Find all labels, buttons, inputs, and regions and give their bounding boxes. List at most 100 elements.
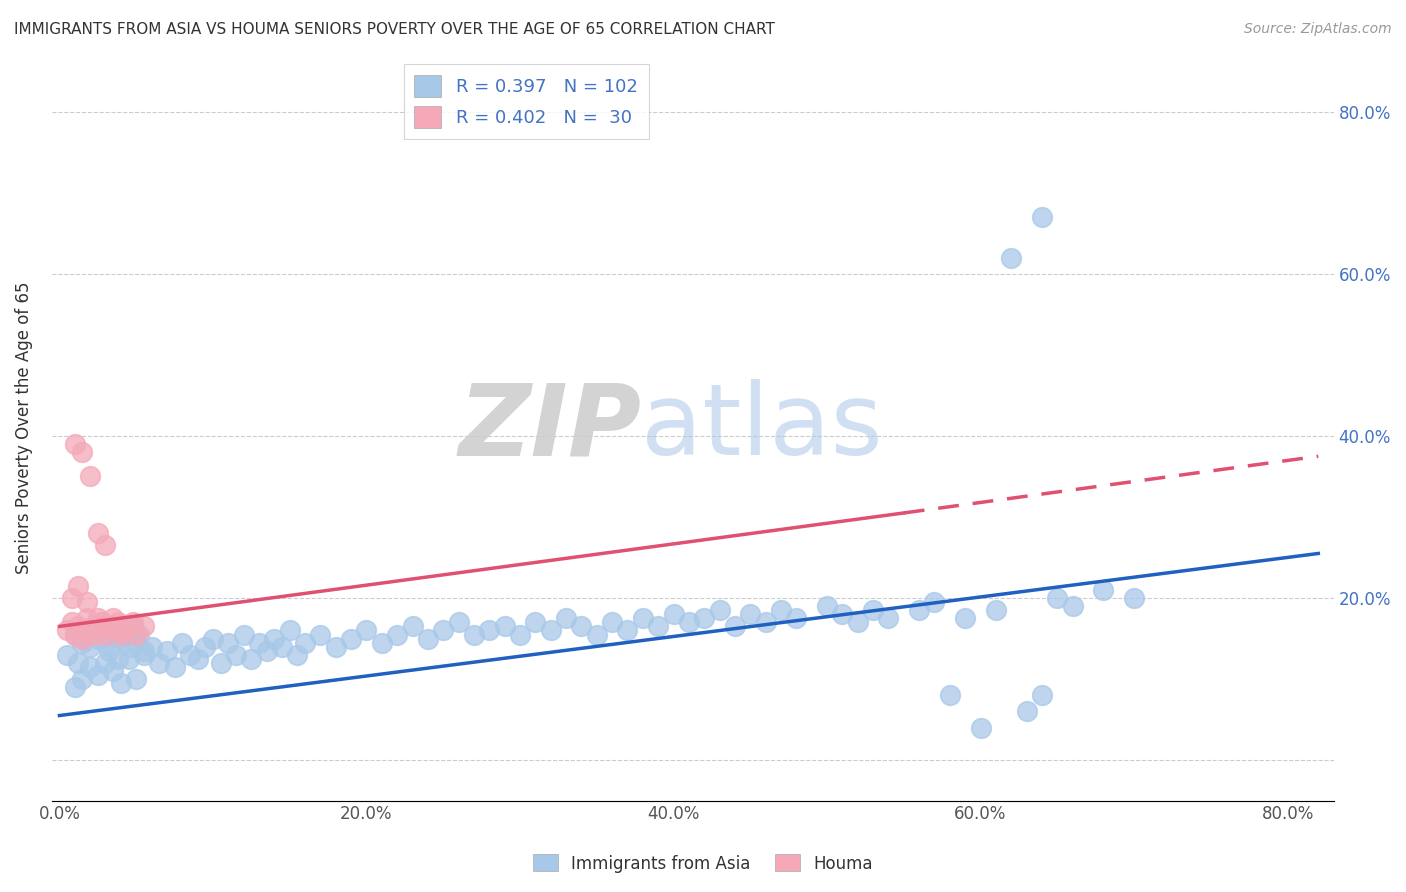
Point [79,660,101,674]
Point [862,603,884,617]
Point [117,619,139,633]
Point [1123,591,1146,605]
Point [271,640,294,654]
Point [132,619,155,633]
Point [112,624,135,638]
Point [969,721,991,735]
Point [524,615,547,630]
Y-axis label: Seniors Poverty Over the Age of 65: Seniors Poverty Over the Age of 65 [15,282,32,574]
Point [72,632,94,646]
Point [709,603,731,617]
Point [94,656,117,670]
Point [179,648,201,662]
Point [953,611,976,625]
Point [263,632,285,646]
Point [148,656,170,670]
Point [463,627,485,641]
Point [110,627,132,641]
Point [278,624,301,638]
Point [79,624,101,638]
Text: atlas: atlas [641,379,883,476]
Legend: R = 0.397   N = 102, R = 0.402   N =  30: R = 0.397 N = 102, R = 0.402 N = 30 [404,64,648,139]
Point [97,619,120,633]
Point [585,627,607,641]
Point [247,635,270,649]
Text: ZIP: ZIP [458,379,641,476]
Point [194,640,217,654]
Point [107,652,129,666]
Point [87,632,110,646]
Point [1015,705,1038,719]
Point [225,648,247,662]
Point [82,627,104,641]
Point [724,619,747,633]
Point [132,643,155,657]
Point [87,526,110,541]
Point [122,615,145,630]
Point [72,635,94,649]
Point [647,619,669,633]
Point [662,607,685,622]
Point [110,676,132,690]
Point [72,672,94,686]
Point [79,469,101,483]
Point [600,615,623,630]
Point [128,627,150,641]
Point [110,632,132,646]
Point [187,652,209,666]
Point [122,619,145,633]
Point [678,615,700,630]
Point [201,632,224,646]
Point [125,627,148,641]
Point [72,445,94,459]
Point [91,615,114,630]
Point [256,643,278,657]
Point [132,648,155,662]
Point [217,635,239,649]
Point [163,660,186,674]
Legend: Immigrants from Asia, Houma: Immigrants from Asia, Houma [526,847,880,880]
Point [101,627,124,641]
Point [325,640,347,654]
Point [1062,599,1084,614]
Point [66,619,89,633]
Point [416,632,439,646]
Point [555,611,578,625]
Point [94,538,117,552]
Point [76,624,98,638]
Point [101,611,124,625]
Point [66,656,89,670]
Point [209,656,232,670]
Point [232,627,254,641]
Point [112,624,135,638]
Point [877,611,900,625]
Text: Source: ZipAtlas.com: Source: ZipAtlas.com [1244,22,1392,37]
Point [1000,251,1022,265]
Point [1046,591,1069,605]
Point [107,615,129,630]
Point [87,611,110,625]
Point [401,619,423,633]
Point [815,599,838,614]
Point [125,635,148,649]
Point [509,627,531,641]
Point [616,624,638,638]
Point [693,611,716,625]
Point [66,579,89,593]
Point [76,595,98,609]
Point [294,635,316,649]
Point [371,635,394,649]
Point [240,652,263,666]
Point [82,619,104,633]
Point [447,615,470,630]
Point [141,640,163,654]
Point [87,668,110,682]
Point [156,643,179,657]
Point [91,615,114,630]
Point [984,603,1007,617]
Point [56,624,79,638]
Point [63,627,86,641]
Point [769,603,792,617]
Point [785,611,807,625]
Point [908,603,931,617]
